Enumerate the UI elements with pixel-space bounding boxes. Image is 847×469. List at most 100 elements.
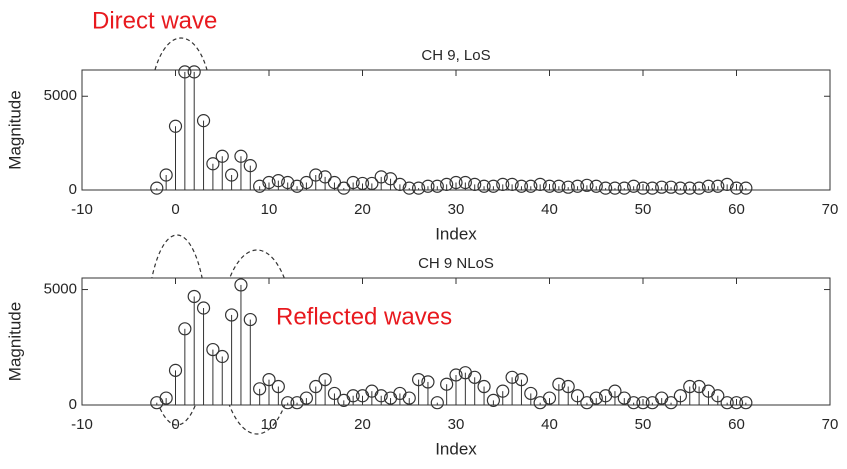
stem-marker	[402, 181, 416, 195]
stem-marker	[514, 179, 529, 193]
annotation: Direct wave	[92, 7, 217, 34]
stem-marker	[542, 391, 557, 405]
stem-marker	[412, 181, 426, 195]
x-tick-label: -10	[71, 416, 93, 433]
stem-marker	[627, 396, 641, 410]
stem-marker	[346, 175, 360, 190]
stem-marker	[468, 370, 482, 384]
stem-marker	[477, 379, 491, 394]
stem-marker	[196, 301, 211, 315]
stem-marker	[309, 168, 323, 182]
annotation: Reflected waves	[276, 303, 452, 330]
stem-marker	[187, 289, 201, 304]
chart-title: CH 9 NLoS	[418, 255, 494, 272]
stem-marker	[262, 175, 276, 190]
stem-marker	[552, 179, 566, 193]
stem-marker	[711, 389, 725, 403]
stem-marker	[542, 179, 557, 193]
stem-marker	[299, 391, 313, 405]
x-tick-label: 40	[541, 416, 558, 433]
stem-marker	[598, 181, 613, 195]
stem-marker	[393, 177, 407, 191]
stem-marker	[253, 179, 267, 193]
stem-marker	[720, 396, 734, 410]
y-axis-label: Magnitude	[5, 302, 24, 381]
stem-marker	[655, 180, 669, 194]
x-tick-label: 50	[635, 416, 652, 433]
stem-marker	[215, 149, 229, 163]
y-tick-label: 5000	[44, 281, 77, 298]
stem-marker	[206, 342, 220, 357]
stem-marker	[234, 149, 248, 163]
stem-marker	[533, 177, 547, 191]
stem-marker	[271, 174, 285, 188]
x-tick-label: 70	[822, 201, 839, 218]
stem-marker	[215, 349, 229, 364]
stem-marker	[645, 181, 659, 195]
stem-marker	[673, 389, 688, 403]
stem-marker	[374, 170, 388, 184]
stem-marker	[346, 389, 360, 403]
stem-marker	[365, 176, 379, 191]
stem-marker	[290, 179, 304, 193]
stem-marker	[168, 119, 183, 133]
stem-marker	[692, 181, 706, 195]
stem-marker	[701, 179, 716, 193]
stem-marker	[739, 181, 753, 195]
stem-marker	[589, 391, 603, 405]
stem-marker	[673, 181, 688, 195]
stem-marker	[225, 168, 239, 182]
stem-marker	[486, 179, 500, 193]
stem-marker	[683, 181, 697, 195]
stem-marker	[468, 177, 482, 191]
stem-marker	[168, 363, 183, 377]
stem-marker	[421, 375, 435, 389]
stem-marker	[327, 386, 342, 401]
stem-marker	[524, 179, 538, 193]
stem-marker	[159, 391, 173, 405]
stem-marker	[739, 396, 753, 410]
x-tick-label: 0	[171, 201, 179, 218]
stem-marker	[486, 393, 500, 407]
stem-marker	[505, 177, 519, 191]
stem-marker	[281, 175, 295, 190]
stem-marker	[570, 179, 585, 193]
stem-marker	[440, 377, 454, 391]
stem-marker	[299, 175, 313, 190]
stem-marker	[150, 181, 164, 195]
stem-marker	[720, 177, 734, 191]
stem-marker	[608, 181, 622, 195]
stem-marker	[524, 386, 538, 401]
stem-marker	[262, 373, 276, 387]
stem-marker	[449, 368, 463, 382]
y-tick-label: 0	[69, 181, 77, 198]
stem-marker	[309, 379, 323, 394]
stem-marker	[561, 180, 575, 194]
chart-title: CH 9, LoS	[421, 47, 490, 64]
y-axis-label: Magnitude	[5, 90, 24, 169]
x-tick-label: 40	[541, 201, 558, 218]
stem-marker	[243, 159, 257, 173]
stem-marker	[505, 370, 519, 384]
stem-marker	[440, 177, 454, 191]
stem-marker	[196, 114, 211, 128]
stem-marker	[496, 384, 510, 398]
stem-marker	[664, 396, 678, 410]
x-tick-label: 60	[728, 416, 745, 433]
stem-marker	[627, 179, 641, 193]
stem-marker	[402, 391, 416, 405]
stem-marker	[570, 389, 585, 403]
stem-marker	[449, 175, 463, 190]
stem-marker	[711, 179, 725, 193]
stem-marker	[683, 379, 697, 394]
stem-marker	[178, 322, 192, 336]
y-tick-label: 0	[69, 396, 77, 413]
stem-marker	[729, 396, 744, 410]
stem-marker	[159, 168, 173, 182]
x-tick-label: 60	[728, 201, 745, 218]
stem-marker	[355, 176, 370, 191]
x-tick-label: 10	[261, 416, 278, 433]
x-tick-label: 10	[261, 201, 278, 218]
stem-marker	[178, 65, 192, 79]
